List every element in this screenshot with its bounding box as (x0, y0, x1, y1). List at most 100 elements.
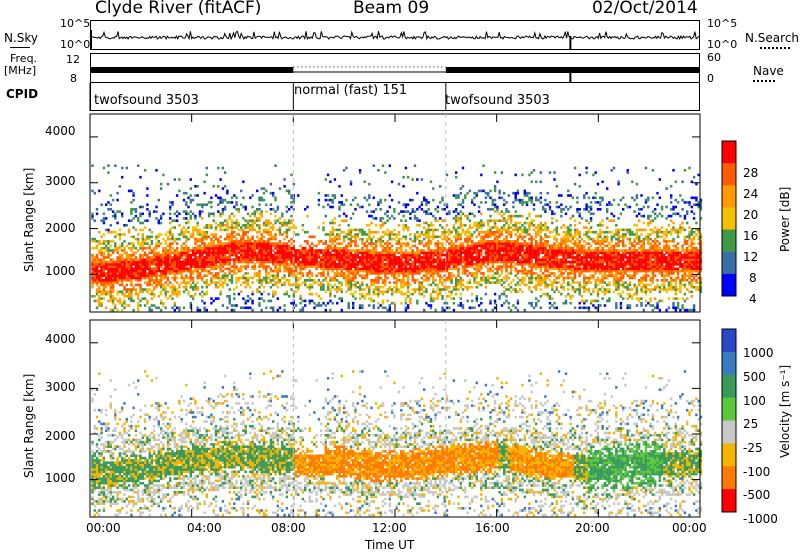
power-cell (214, 235, 218, 239)
power-cell (173, 249, 176, 252)
power-cell (230, 230, 234, 234)
power-cell (320, 260, 323, 264)
power-cell (304, 281, 307, 284)
power-cell (409, 212, 412, 216)
power-cell (507, 301, 510, 305)
power-cell (237, 228, 241, 232)
power-cell (406, 242, 410, 245)
power-cell (169, 233, 172, 236)
power-cell (482, 224, 485, 227)
power-cell (436, 297, 440, 300)
power-cell (379, 224, 382, 227)
power-cell (484, 256, 488, 259)
power-cell (260, 281, 263, 284)
power-cell (345, 253, 348, 257)
power-cell (317, 279, 321, 282)
power-cell (482, 244, 485, 248)
power-cell (349, 180, 353, 184)
power-cell (262, 267, 266, 271)
power-cell (393, 281, 396, 284)
power-cell (423, 290, 426, 294)
power-cell (541, 251, 545, 255)
power-cell (503, 212, 506, 216)
power-cell (363, 263, 366, 266)
power-cell (283, 251, 286, 255)
power-cell (493, 258, 497, 261)
power-cell (418, 258, 421, 261)
power-cell (294, 276, 298, 280)
power-cell (388, 242, 391, 245)
power-cell (347, 267, 350, 271)
power-cell (281, 258, 284, 261)
power-cell (143, 237, 147, 241)
power-cell (107, 240, 110, 243)
power-cell (283, 276, 286, 280)
power-cell (342, 251, 346, 255)
power-cell (326, 253, 330, 257)
power-cell (205, 258, 208, 261)
power-cell (214, 283, 218, 287)
power-cell (498, 267, 501, 271)
power-cell (379, 237, 382, 241)
power-cell (189, 201, 192, 204)
power-cell (525, 269, 529, 273)
power-cell (370, 244, 373, 248)
power-cell (326, 265, 330, 268)
power-cell (304, 260, 307, 264)
power-cell (253, 246, 257, 250)
power-cell (134, 260, 138, 264)
power-cell (205, 274, 208, 277)
power-cell (256, 256, 259, 259)
power-cell (381, 235, 385, 239)
power-cell (539, 269, 542, 273)
power-cell (441, 251, 444, 255)
power-cell (503, 281, 506, 284)
power-cell (381, 279, 385, 282)
power-cell (416, 256, 419, 259)
power-cell (139, 228, 142, 232)
power-cell (455, 256, 458, 259)
power-cell (498, 189, 501, 193)
power-cell (292, 198, 295, 202)
power-cell (258, 290, 261, 294)
power-cell (132, 253, 135, 257)
power-cell (272, 244, 275, 248)
power-cell (528, 258, 531, 261)
power-cell (150, 279, 154, 282)
power-cell (333, 260, 337, 264)
power-cell (379, 217, 382, 220)
power-cell (221, 221, 225, 225)
power-cell (148, 263, 151, 266)
power-cell (169, 269, 172, 273)
power-cell (329, 260, 332, 264)
power-cell (173, 260, 176, 264)
power-cell (333, 265, 337, 268)
power-cell (105, 246, 108, 250)
power-cell (107, 208, 110, 211)
power-cell (333, 194, 337, 197)
power-cell (393, 228, 396, 232)
power-cell (365, 256, 369, 259)
power-cell (258, 240, 261, 243)
power-cell (393, 276, 396, 280)
power-cell (276, 260, 279, 264)
power-cell (297, 285, 300, 289)
power-cell (210, 196, 213, 200)
power-cell (509, 260, 513, 264)
power-cell (539, 279, 542, 282)
power-cell (265, 276, 268, 280)
power-cell (509, 246, 513, 250)
power-cell (166, 269, 170, 273)
power-cell (237, 269, 241, 273)
power-cell (354, 276, 357, 280)
power-cell (180, 253, 183, 257)
power-cell (185, 253, 188, 257)
power-cell (114, 244, 117, 248)
power-cell (471, 258, 474, 261)
power-cell (214, 233, 218, 236)
power-cell (212, 258, 215, 261)
power-cell (464, 214, 467, 218)
power-cell (461, 230, 465, 234)
power-cell (439, 260, 442, 264)
power-cell (308, 258, 311, 261)
